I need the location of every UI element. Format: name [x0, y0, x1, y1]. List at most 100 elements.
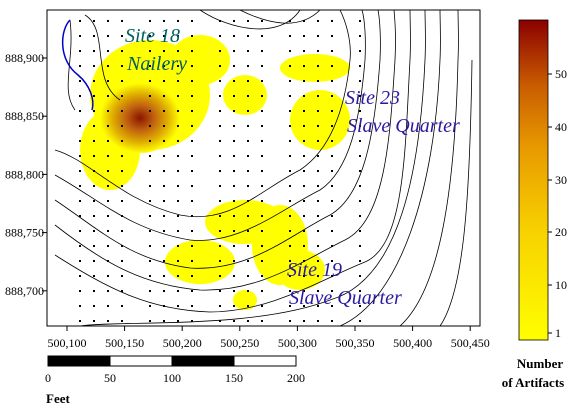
color-bar-label: 20: [555, 225, 567, 239]
test-pit: [149, 245, 151, 247]
test-pit: [219, 95, 221, 97]
site-use: Slave Quarter: [347, 115, 460, 137]
y-tick-label: 888,800: [5, 167, 44, 181]
test-pit: [317, 185, 319, 187]
test-pit: [261, 80, 263, 82]
test-pit: [359, 50, 361, 52]
test-pit: [289, 155, 291, 157]
test-pit: [79, 275, 81, 277]
test-pit: [79, 320, 81, 322]
test-pit: [359, 140, 361, 142]
test-pit: [289, 320, 291, 322]
test-pit: [219, 80, 221, 82]
test-pit: [233, 170, 235, 172]
test-pit: [191, 155, 193, 157]
test-pit: [261, 305, 263, 307]
test-pit: [359, 275, 361, 277]
test-pit: [163, 185, 165, 187]
test-pit: [359, 260, 361, 262]
test-pit: [107, 125, 109, 127]
test-pit: [219, 20, 221, 22]
test-pit: [219, 50, 221, 52]
test-pit: [93, 245, 95, 247]
test-pit: [289, 260, 291, 262]
test-pit: [79, 95, 81, 97]
test-pit: [149, 20, 151, 22]
test-pit: [303, 305, 305, 307]
test-pit: [177, 215, 179, 217]
test-pit: [247, 320, 249, 322]
test-pit: [289, 20, 291, 22]
test-pit: [219, 290, 221, 292]
test-pit: [121, 215, 123, 217]
test-pit: [107, 320, 109, 322]
test-pit: [177, 110, 179, 112]
test-pit: [247, 215, 249, 217]
test-pit: [191, 200, 193, 202]
test-pit: [121, 290, 123, 292]
test-pit: [121, 35, 123, 37]
test-pit: [247, 275, 249, 277]
test-pit: [93, 95, 95, 97]
x-tick-label: 500,250: [220, 336, 259, 350]
test-pit: [331, 95, 333, 97]
test-pit: [177, 125, 179, 127]
test-pit: [121, 110, 123, 112]
test-pit: [317, 260, 319, 262]
test-pit: [163, 80, 165, 82]
site-labels: Site 18 Nailery Site 23 Slave Quarter Site 1…: [125, 25, 460, 309]
test-pit: [233, 230, 235, 232]
test-pit: [163, 65, 165, 67]
test-pit: [219, 185, 221, 187]
test-pit: [331, 305, 333, 307]
test-pit: [163, 230, 165, 232]
test-pit: [359, 245, 361, 247]
test-pit: [163, 20, 165, 22]
test-pit: [121, 260, 123, 262]
test-pit: [149, 275, 151, 277]
test-pit: [219, 215, 221, 217]
test-pit: [219, 65, 221, 67]
map-frame: [46, 9, 481, 327]
test-pit: [331, 125, 333, 127]
test-pit: [247, 230, 249, 232]
test-pit: [121, 95, 123, 97]
x-tick-label: 500,450: [451, 336, 490, 350]
test-pit: [233, 245, 235, 247]
test-pit: [149, 170, 151, 172]
test-pit: [107, 305, 109, 307]
test-pit: [303, 50, 305, 52]
test-pit: [177, 170, 179, 172]
test-pit: [317, 65, 319, 67]
test-pit: [261, 260, 263, 262]
test-pit: [289, 200, 291, 202]
test-pit: [121, 275, 123, 277]
test-pit: [107, 170, 109, 172]
test-pit: [233, 65, 235, 67]
test-pit: [331, 35, 333, 37]
color-bar-label: 40: [555, 120, 567, 134]
test-pit: [79, 245, 81, 247]
test-pit: [149, 110, 151, 112]
scale-label: 200: [287, 371, 305, 385]
site-use: Slave Quarter: [289, 287, 402, 309]
test-pit: [331, 170, 333, 172]
test-pit: [79, 50, 81, 52]
test-pit: [303, 65, 305, 67]
test-pit: [261, 125, 263, 127]
test-pit: [261, 110, 263, 112]
site-name: Site 19: [287, 259, 342, 281]
x-tick-label: 500,200: [163, 336, 202, 350]
test-pit: [233, 20, 235, 22]
test-pit: [303, 80, 305, 82]
test-pit: [191, 95, 193, 97]
scale-label: 100: [163, 371, 181, 385]
test-pit: [247, 155, 249, 157]
test-pit: [303, 230, 305, 232]
test-pit: [93, 50, 95, 52]
test-pit: [247, 95, 249, 97]
test-pit: [163, 170, 165, 172]
test-pit: [163, 275, 165, 277]
test-pit: [191, 320, 193, 322]
